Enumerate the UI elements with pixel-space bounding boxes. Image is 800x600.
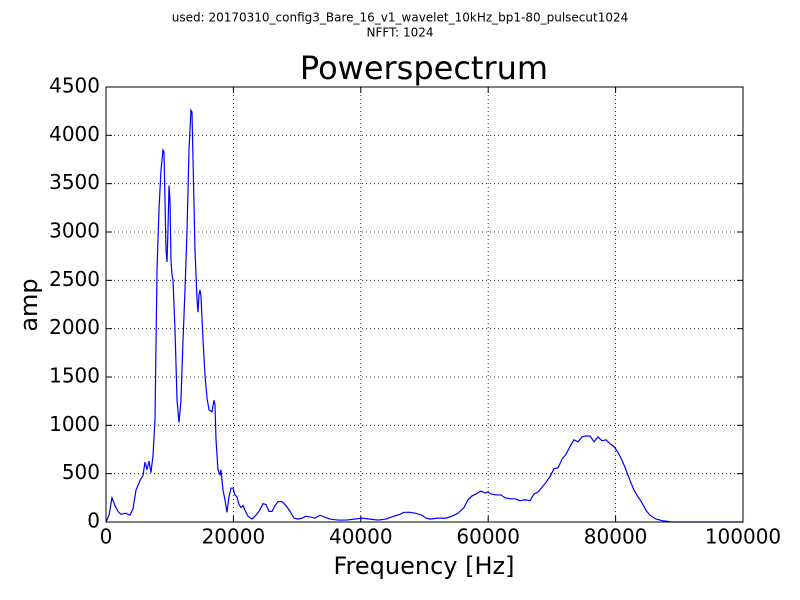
y-axis-label: amp — [15, 278, 43, 331]
y-tick-label: 4000 — [49, 122, 100, 146]
x-axis-label: Frequency [Hz] — [334, 552, 515, 580]
plot-frame — [105, 86, 744, 523]
chart-title: Powerspectrum — [300, 49, 548, 87]
suptitle: used: 20170310_config3_Bare_16_v1_wavele… — [172, 11, 629, 25]
y-tick-label: 4500 — [49, 74, 100, 98]
suptitle: NFFT: 1024 — [367, 26, 434, 40]
y-tick-label: 1000 — [49, 412, 100, 436]
x-tick-label: 0 — [100, 525, 113, 549]
y-tick-label: 2000 — [49, 315, 100, 339]
y-tick-label: 3500 — [49, 170, 100, 194]
y-tick-label: 0 — [87, 509, 100, 533]
x-tick-label: 100000 — [705, 525, 781, 549]
y-tick-label: 3000 — [49, 219, 100, 243]
x-tick-label: 60000 — [456, 525, 520, 549]
y-tick-label: 1500 — [49, 364, 100, 388]
x-tick-label: 80000 — [584, 525, 648, 549]
y-tick-label: 2500 — [49, 267, 100, 291]
data-line — [105, 107, 743, 523]
x-tick-label: 20000 — [202, 525, 266, 549]
x-tick-label: 40000 — [329, 525, 393, 549]
y-tick-label: 500 — [62, 460, 100, 484]
